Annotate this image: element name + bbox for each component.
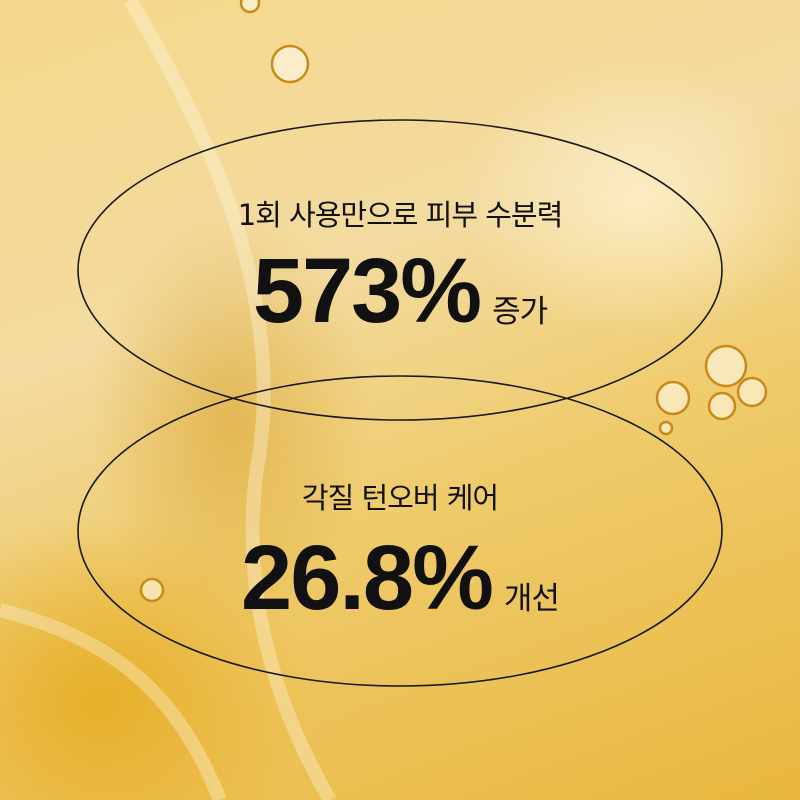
stat2-value-row: 26.8% 개선 bbox=[0, 532, 800, 624]
stat2-label: 각질 턴오버 케어 bbox=[301, 481, 499, 515]
bubble bbox=[707, 391, 737, 421]
top-ellipse-outline bbox=[77, 119, 723, 421]
stat1-label: 1회 사용만으로 피부 수분력 bbox=[237, 198, 564, 232]
bubble bbox=[139, 577, 165, 603]
bottom-ellipse-outline bbox=[77, 375, 723, 687]
bubble bbox=[658, 420, 674, 436]
bubble bbox=[239, 0, 261, 14]
bubble bbox=[704, 344, 748, 388]
stat2-value: 26.8% bbox=[241, 527, 494, 629]
stat1-value: 573% bbox=[252, 240, 482, 342]
bubble bbox=[655, 380, 691, 416]
stat1-value-row: 573% 증가 bbox=[0, 245, 800, 337]
stat2-unit: 개선 bbox=[503, 581, 560, 617]
oil-bubbles bbox=[139, 0, 768, 603]
stat1-unit: 증가 bbox=[492, 294, 548, 330]
bubble bbox=[736, 376, 768, 408]
bubble bbox=[270, 44, 310, 84]
